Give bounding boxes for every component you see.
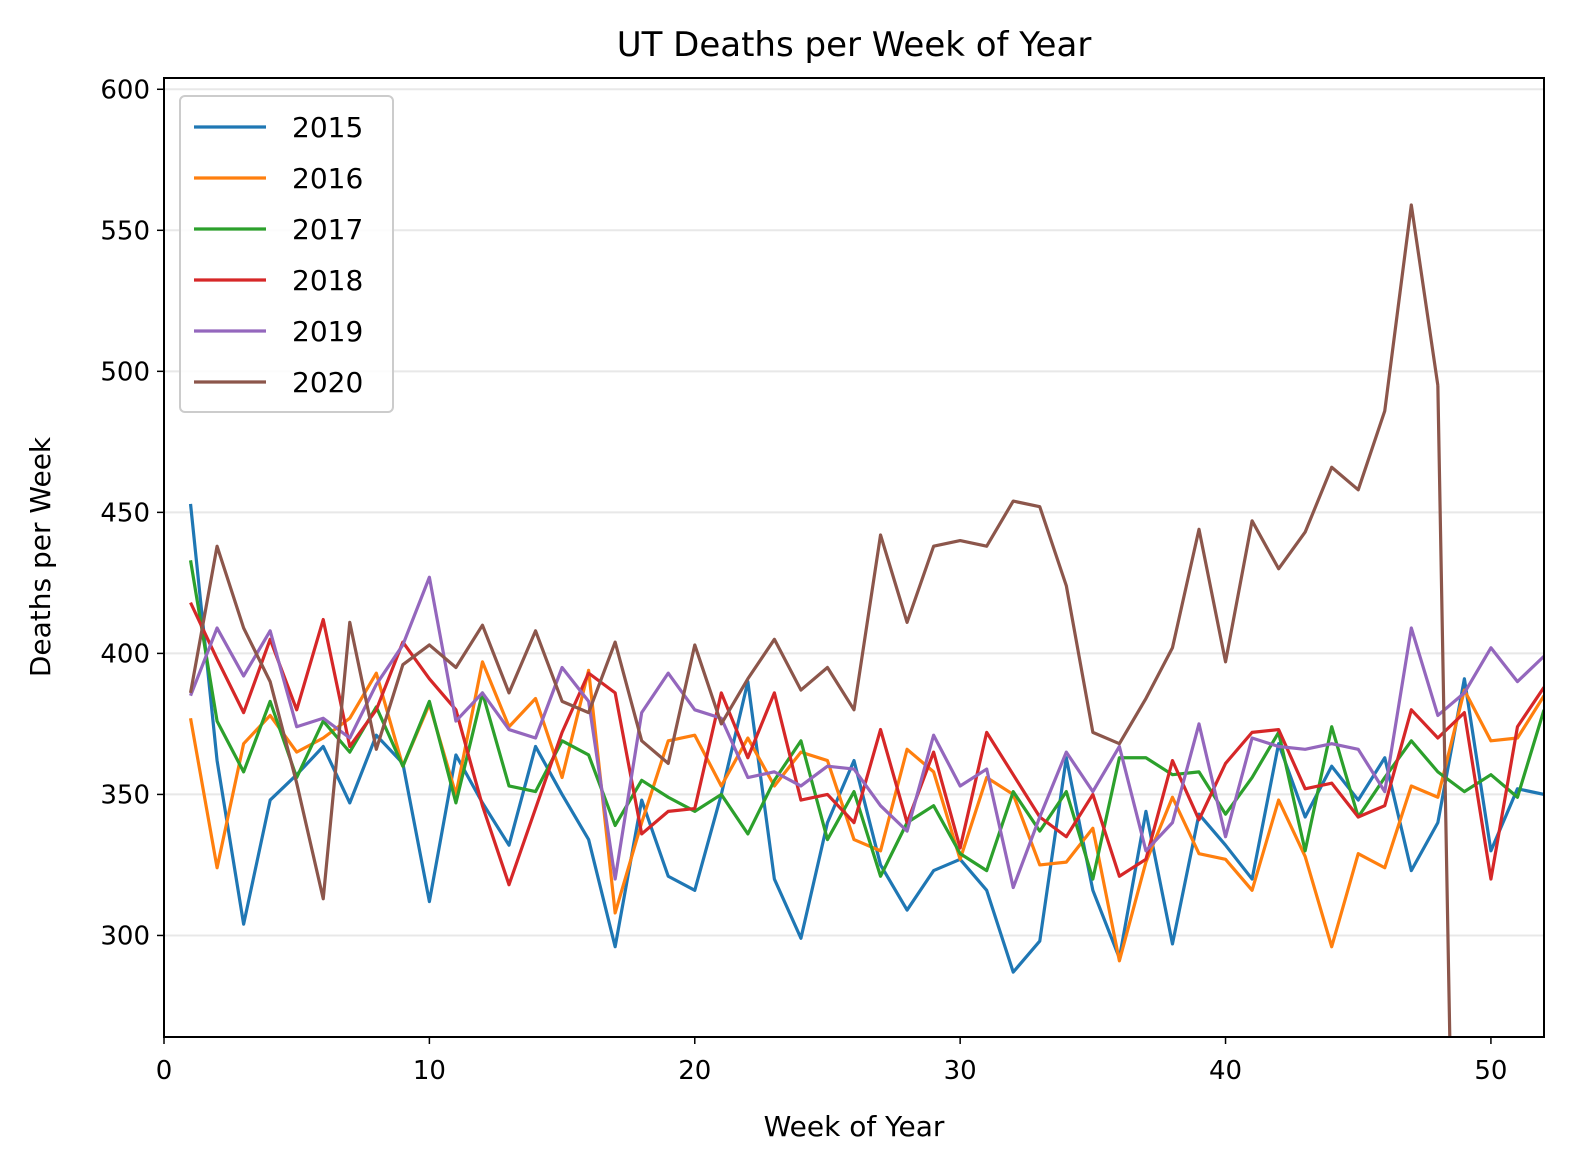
legend-label-2018: 2018 [292,264,363,297]
x-tick-label: 30 [944,1056,977,1086]
legend-label-2020: 2020 [292,366,363,399]
x-tick-label: 40 [1209,1056,1242,1086]
series-lines [188,203,1544,1037]
legend: 2015 2016 2017 2018 2019 2020 [179,95,394,413]
x-tick-label: 50 [1474,1056,1507,1086]
chart-title: UT Deaths per Week of Year [617,25,1092,65]
y-tick-label: 600 [100,75,150,105]
x-tick-label: 0 [156,1056,173,1086]
x-axis-label: Week of Year [764,1110,945,1143]
y-tick-label: 350 [100,780,150,810]
y-tick-label: 500 [100,357,150,387]
legend-label-2016: 2016 [292,162,363,195]
series-line-2020 [188,203,1452,1037]
x-tick-label: 20 [678,1056,711,1086]
x-axis-ticks: 0 10 20 30 40 50 [156,1037,1507,1086]
plot-frame [163,77,1545,1038]
y-tick-label: 450 [100,498,150,528]
y-tick-label: 550 [100,216,150,246]
y-tick-label: 400 [100,639,150,669]
series-line-2019 [189,575,1544,890]
legend-label-2019: 2019 [292,315,363,348]
x-tick-label: 10 [413,1056,446,1086]
series-line-2017 [188,560,1544,881]
y-axis-label: Deaths per Week [24,436,57,677]
y-axis-ticks: 300 350 400 450 500 550 600 [100,75,164,951]
legend-label-2015: 2015 [292,111,363,144]
series-line-2018 [189,601,1544,887]
legend-label-2017: 2017 [292,213,363,246]
legend-box [179,95,394,413]
y-tick-label: 300 [100,921,150,951]
